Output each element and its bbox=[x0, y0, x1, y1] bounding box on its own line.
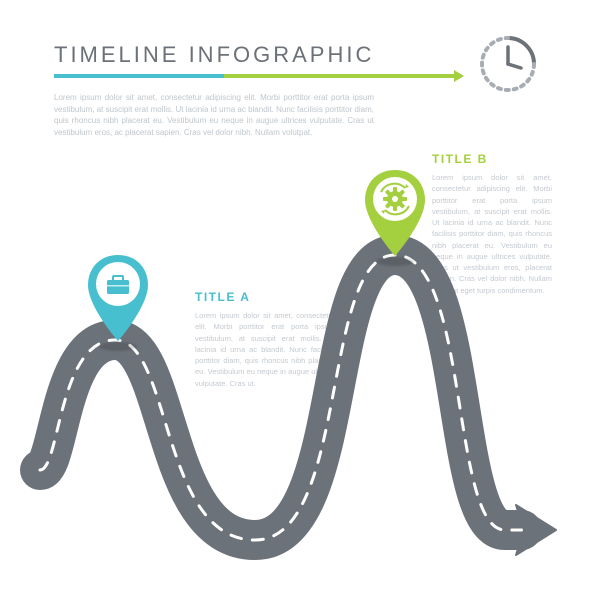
section-a: TITLE A Lorem ipsum dolor sit amet, cons… bbox=[195, 290, 335, 389]
header: TIMELINE INFOGRAPHIC bbox=[54, 42, 490, 78]
section-b-body: Lorem ipsum dolor sit amet, consectetur … bbox=[432, 172, 552, 296]
road-arrowhead bbox=[516, 505, 556, 555]
map-pin-b bbox=[361, 168, 429, 260]
bar-arrowhead bbox=[454, 70, 464, 82]
section-b: TITLE B Lorem ipsum dolor sit amet, cons… bbox=[432, 152, 552, 296]
infographic-canvas: TIMELINE INFOGRAPHIC Lorem ipsum dolor s… bbox=[0, 0, 600, 600]
intro-paragraph: Lorem ipsum dolor sit amet, consectetur … bbox=[54, 92, 374, 138]
bar-segment-b bbox=[224, 74, 454, 78]
title-underline-bar bbox=[54, 74, 454, 78]
section-a-body: Lorem ipsum dolor sit amet, consectetur … bbox=[195, 310, 335, 389]
section-b-title: TITLE B bbox=[432, 152, 552, 166]
bar-segment-a bbox=[54, 74, 224, 78]
map-pin-a bbox=[84, 253, 152, 345]
page-title: TIMELINE INFOGRAPHIC bbox=[54, 42, 490, 68]
clock-icon bbox=[476, 32, 540, 101]
section-a-title: TITLE A bbox=[195, 290, 335, 304]
